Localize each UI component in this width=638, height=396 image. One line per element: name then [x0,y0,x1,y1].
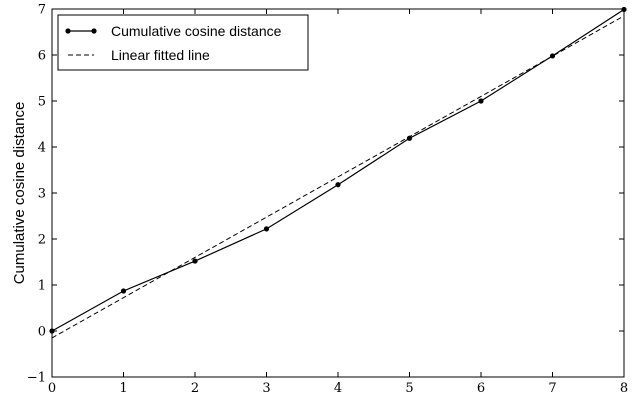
data-point [478,98,484,104]
series-line-1 [51,15,625,339]
data-point [192,258,198,264]
data-point [263,226,270,232]
x-tick-label: 0 [48,381,56,396]
y-tick-label: 4 [38,141,46,156]
x-tick-label: 2 [191,381,199,396]
y-tick-label: 3 [38,187,46,202]
legend-label-cumulative: Cumulative cosine distance [111,23,282,39]
legend-box [57,14,309,71]
y-tick-label: 0 [38,325,46,340]
y-tick-label: 5 [38,95,46,110]
series-layer [49,6,627,339]
x-tick-label: 4 [334,381,342,396]
plot-frame [51,8,625,378]
y-tick-label: −1 [27,371,46,386]
y-axis-label: Cumulative cosine distance [11,102,28,285]
y-tick-label: 1 [38,279,46,294]
x-tick-label: 8 [620,381,628,396]
legend: Cumulative cosine distance Linear fitted… [57,14,309,71]
legend-marker [65,28,71,34]
legend-label-fitted: Linear fitted line [111,47,210,63]
x-tick-label: 3 [262,381,270,396]
x-tick-label: 1 [119,381,127,396]
x-tick-label: 5 [405,381,413,396]
legend-marker [91,28,97,34]
x-tick-label: 6 [477,381,485,396]
data-point [335,182,341,188]
x-tick-label: 7 [548,381,556,396]
y-tick-label: 2 [38,233,46,248]
y-tick-label: 7 [38,3,46,18]
data-point [120,288,127,294]
y-tick-label: 6 [38,49,46,64]
